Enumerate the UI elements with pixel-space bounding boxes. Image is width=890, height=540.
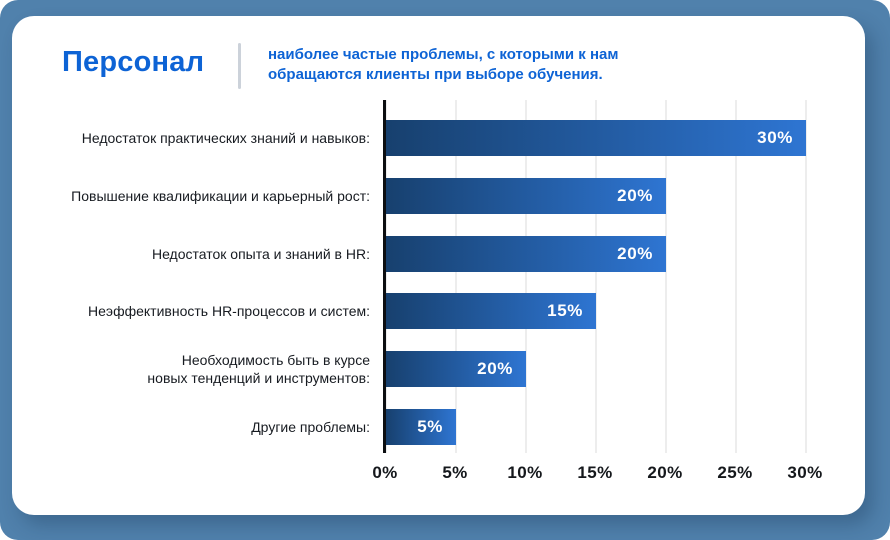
bar-value-label: 5% [417,417,443,436]
x-axis-tick: 15% [577,463,613,482]
gridline [455,100,457,453]
x-axis-tick: 10% [507,463,543,482]
bar: 30% [386,120,806,156]
content-card: Персонал наиболее частые проблемы, с кот… [12,16,865,515]
bar: 20% [386,236,666,272]
page-subtitle: наиболее частые проблемы, с которыми к н… [268,46,619,83]
page-title: Персонал [62,46,205,78]
x-axis-tick: 30% [787,463,823,482]
gridline [735,100,737,453]
header-divider [238,43,241,89]
bar: 15% [386,293,596,329]
category-label: Недостаток практических знаний и навыков… [81,130,370,146]
bar: 20% [386,351,526,387]
category-label: Недостаток опыта и знаний в HR: [151,246,370,262]
gridline [385,100,387,453]
gridline [525,100,527,453]
x-axis-tick: 20% [647,463,683,482]
gridline [805,100,807,453]
bar-value-label: 20% [617,244,653,263]
gridline [595,100,597,453]
category-label: Неэффективность HR-процессов и систем: [88,303,370,319]
category-label: Необходимость быть в курсе новых тенденц… [147,352,370,386]
bar-value-label: 20% [617,186,653,205]
bar-value-label: 20% [477,359,513,378]
category-label: Другие проблемы: [251,419,370,435]
gridline [665,100,667,453]
bar: 20% [386,178,666,214]
bar: 5% [386,409,456,445]
y-axis-line [383,100,386,453]
x-axis-tick: 5% [442,463,468,482]
bar-value-label: 30% [757,128,793,147]
bar-value-label: 15% [547,301,583,320]
x-axis-tick: 0% [372,463,398,482]
category-label: Повышение квалификации и карьерный рост: [71,188,370,204]
x-axis-tick: 25% [717,463,753,482]
